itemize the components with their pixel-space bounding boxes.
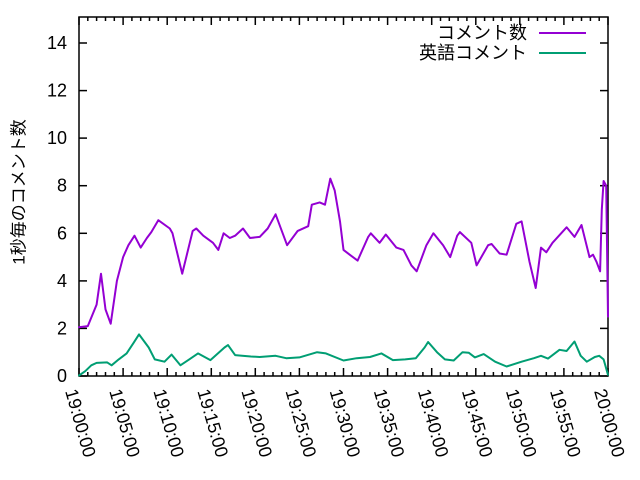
x-tick-label: 19:25:00 — [282, 387, 321, 460]
series-english-comments-line — [78, 333, 609, 377]
series-comment-count-line — [78, 177, 609, 329]
x-tick-label: 19:35:00 — [370, 387, 409, 460]
legend: コメント数 英語コメント — [419, 23, 586, 63]
legend-entry-english-comments: 英語コメント — [419, 43, 586, 63]
x-tick-label: 19:40:00 — [414, 387, 453, 460]
y-tick-label: 6 — [57, 223, 67, 243]
x-tick-label: 19:05:00 — [105, 387, 144, 460]
x-tick-label: 19:15:00 — [193, 387, 232, 460]
legend-line-sample-english-comments — [539, 52, 586, 54]
y-tick-label: 14 — [47, 33, 67, 53]
y-tick-label: 2 — [57, 318, 67, 338]
y-axis-title: 1秒毎のコメント数 — [9, 119, 29, 265]
x-tick-label: 19:45:00 — [458, 387, 497, 460]
x-tick-label: 19:10:00 — [149, 387, 188, 460]
x-tick-label: 19:50:00 — [502, 387, 541, 460]
x-tick-label: 19:30:00 — [326, 387, 365, 460]
legend-label-english-comments: 英語コメント — [419, 43, 527, 63]
x-tick-label: 19:55:00 — [546, 387, 585, 460]
plot-border — [78, 16, 609, 377]
y-tick-label: 10 — [47, 128, 67, 148]
y-tick-label: 0 — [57, 366, 67, 386]
y-tick-label: 12 — [47, 81, 67, 101]
y-tick-label: 8 — [57, 176, 67, 196]
legend-label-comment-count: コメント数 — [437, 23, 527, 43]
x-tick-label: 20:00:00 — [590, 387, 629, 460]
legend-entry-comment-count: コメント数 — [437, 23, 586, 43]
legend-line-sample-comment-count — [539, 32, 586, 34]
y-tick-label: 4 — [57, 271, 67, 291]
x-tick-label: 19:00:00 — [61, 387, 100, 460]
x-tick-label: 19:20:00 — [237, 387, 276, 460]
